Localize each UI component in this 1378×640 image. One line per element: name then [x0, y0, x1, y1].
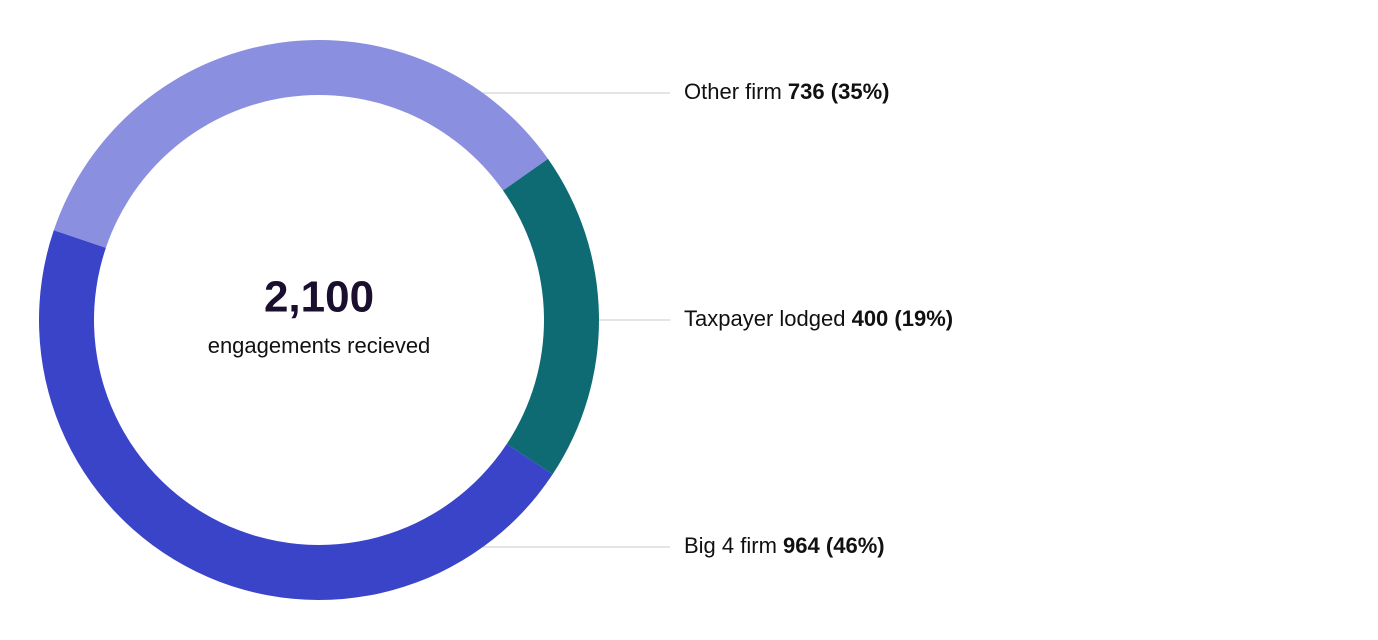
value-label: 736 — [788, 79, 825, 104]
donut-segment — [53, 40, 549, 248]
total-caption: engagements recieved — [208, 333, 431, 358]
legend-label: Big 4 firm 964 (46%) — [684, 533, 885, 558]
total-value: 2,100 — [264, 273, 374, 322]
category-name: Other firm — [684, 79, 782, 104]
value-label: 964 — [783, 533, 820, 558]
legend-label: Other firm 736 (35%) — [684, 79, 889, 104]
percent-label: (19%) — [894, 306, 953, 331]
legend-label: Taxpayer lodged 400 (19%) — [684, 306, 953, 331]
donut-segment — [39, 230, 553, 600]
donut-segment — [503, 158, 599, 475]
category-name: Taxpayer lodged — [684, 306, 845, 331]
value-label: 400 — [852, 306, 889, 331]
category-name: Big 4 firm — [684, 533, 777, 558]
percent-label: (35%) — [831, 79, 890, 104]
percent-label: (46%) — [826, 533, 885, 558]
